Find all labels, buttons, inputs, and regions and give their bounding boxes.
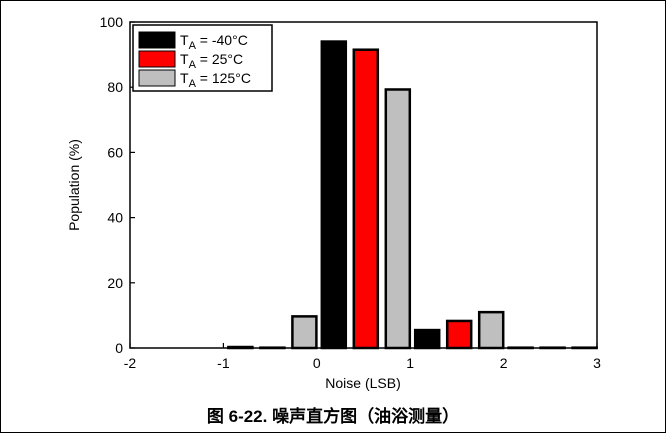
x-tick-label: 1 <box>406 355 414 371</box>
y-tick-label: 100 <box>100 14 124 30</box>
y-tick-label: 80 <box>107 79 123 95</box>
y-tick-label: 0 <box>115 340 123 356</box>
bar-s2-x0 <box>384 88 412 350</box>
noise-histogram-chart: -2 -1 0 1 2 3 0 20 40 60 80 100 TA = -40°CTA = 25°C… <box>66 14 601 391</box>
bar-s1-x0 <box>352 48 380 350</box>
x-tick-label: 3 <box>593 355 601 371</box>
legend-label-1: TA = 25°C <box>180 51 243 71</box>
legend-swatch-0 <box>138 31 176 49</box>
y-tick-label: 40 <box>107 210 123 226</box>
legend-swatch-1 <box>138 50 176 68</box>
bar-s2-x1 <box>477 310 505 350</box>
legend-label-0: TA = -40°C <box>180 32 248 52</box>
bar-s2-x-1 <box>291 315 318 350</box>
y-tick-label: 20 <box>107 275 123 291</box>
legend-label-2: TA = 125°C <box>180 70 251 90</box>
legend-swatch-2 <box>138 69 176 87</box>
bar-s1-x1 <box>445 319 473 350</box>
bar-s0-x0 <box>320 40 348 350</box>
bar-s0-x1 <box>413 328 441 350</box>
figure-caption: 图 6-22. 噪声直方图（油浴测量） <box>206 407 460 426</box>
plot-area <box>129 21 598 349</box>
x-tick-label: 0 <box>313 355 321 371</box>
y-tick-label: 60 <box>107 144 123 160</box>
y-axis-label: Population (%) <box>66 139 82 231</box>
x-axis-label: Noise (LSB) <box>325 375 400 391</box>
x-tick-label: -1 <box>217 355 230 371</box>
x-tick-label: 2 <box>500 355 508 371</box>
x-tick-label: -2 <box>124 355 137 371</box>
